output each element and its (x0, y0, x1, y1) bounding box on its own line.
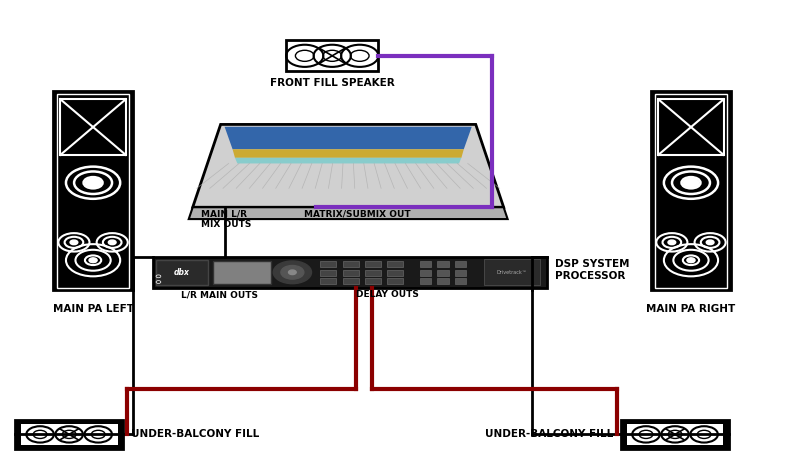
FancyBboxPatch shape (365, 270, 381, 276)
FancyBboxPatch shape (387, 278, 403, 284)
FancyBboxPatch shape (153, 257, 547, 288)
Text: MAIN L/R
MIX OUTS: MAIN L/R MIX OUTS (201, 209, 251, 229)
FancyBboxPatch shape (365, 261, 381, 268)
Circle shape (668, 240, 676, 245)
Circle shape (281, 266, 304, 279)
FancyBboxPatch shape (455, 270, 466, 276)
FancyBboxPatch shape (342, 278, 358, 284)
Text: dbx: dbx (174, 268, 190, 277)
Polygon shape (233, 149, 464, 158)
Polygon shape (225, 127, 472, 149)
Text: UNDER-BALCONY FILL: UNDER-BALCONY FILL (485, 429, 614, 439)
Text: MAIN PA RIGHT: MAIN PA RIGHT (646, 304, 736, 314)
Polygon shape (235, 158, 462, 163)
Circle shape (706, 240, 714, 245)
FancyBboxPatch shape (57, 94, 129, 288)
Circle shape (274, 261, 311, 284)
FancyBboxPatch shape (626, 424, 723, 445)
FancyBboxPatch shape (420, 270, 431, 276)
FancyBboxPatch shape (320, 270, 336, 276)
Circle shape (89, 258, 97, 263)
FancyBboxPatch shape (21, 424, 118, 445)
FancyBboxPatch shape (438, 261, 449, 268)
Text: DSP SYSTEM
PROCESSOR: DSP SYSTEM PROCESSOR (555, 259, 630, 281)
FancyBboxPatch shape (455, 278, 466, 284)
FancyBboxPatch shape (484, 259, 539, 285)
FancyBboxPatch shape (658, 99, 724, 155)
Circle shape (683, 178, 699, 188)
Circle shape (289, 270, 296, 275)
Text: L/R MAIN OUTS: L/R MAIN OUTS (181, 290, 258, 299)
FancyBboxPatch shape (438, 278, 449, 284)
Circle shape (108, 240, 116, 245)
FancyBboxPatch shape (214, 261, 271, 284)
FancyBboxPatch shape (156, 260, 208, 285)
Text: MAIN PA LEFT: MAIN PA LEFT (53, 304, 134, 314)
FancyBboxPatch shape (60, 99, 126, 155)
Polygon shape (193, 124, 504, 207)
Circle shape (70, 240, 78, 245)
FancyBboxPatch shape (420, 278, 431, 284)
Text: MATRIX/SUBMIX OUT: MATRIX/SUBMIX OUT (304, 209, 411, 218)
FancyBboxPatch shape (420, 261, 431, 268)
FancyBboxPatch shape (286, 40, 378, 71)
Text: UNDER-BALCONY FILL: UNDER-BALCONY FILL (131, 429, 259, 439)
FancyBboxPatch shape (622, 420, 729, 448)
FancyBboxPatch shape (320, 278, 336, 284)
FancyBboxPatch shape (438, 270, 449, 276)
FancyBboxPatch shape (54, 91, 133, 290)
Text: FRONT FILL SPEAKER: FRONT FILL SPEAKER (270, 78, 394, 88)
FancyBboxPatch shape (15, 420, 123, 448)
Polygon shape (189, 207, 508, 219)
FancyBboxPatch shape (387, 261, 403, 268)
FancyBboxPatch shape (320, 261, 336, 268)
FancyBboxPatch shape (342, 270, 358, 276)
Text: Drivetrack™: Drivetrack™ (496, 270, 527, 275)
FancyBboxPatch shape (651, 91, 731, 290)
FancyBboxPatch shape (387, 270, 403, 276)
FancyBboxPatch shape (455, 261, 466, 268)
FancyBboxPatch shape (365, 278, 381, 284)
Text: DELAY OUTS: DELAY OUTS (356, 290, 419, 299)
Circle shape (687, 258, 695, 263)
FancyBboxPatch shape (342, 261, 358, 268)
FancyBboxPatch shape (655, 94, 727, 288)
Circle shape (85, 178, 102, 188)
